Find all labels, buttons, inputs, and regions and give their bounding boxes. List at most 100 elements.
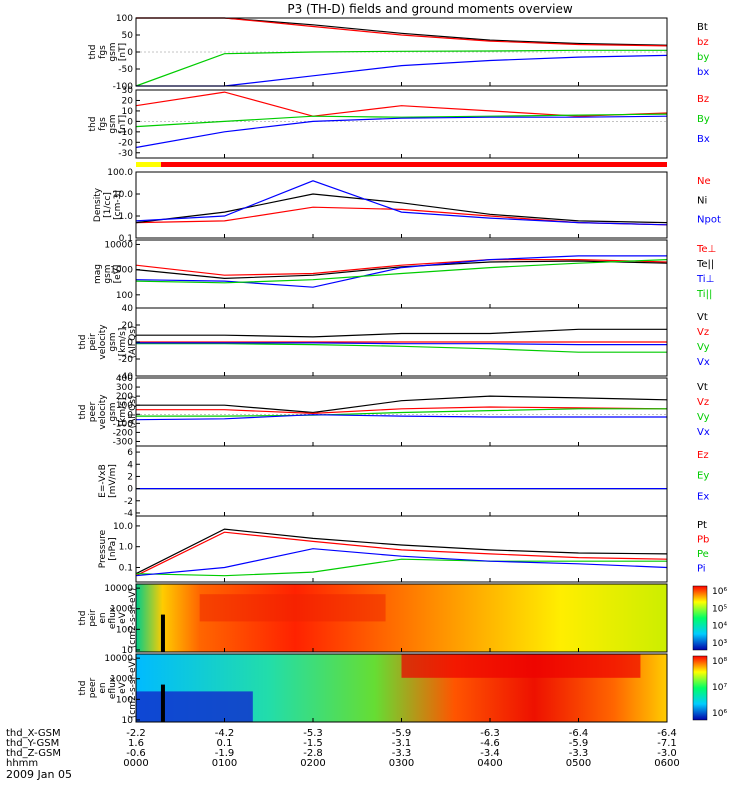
- y-axis-label-line: Density: [93, 187, 103, 222]
- colorbar-tick-label: 10³: [712, 639, 727, 649]
- x-axis-row-value: 0200: [300, 758, 325, 769]
- data-gap-marker: [160, 684, 165, 722]
- colorbar-tick-label: 10⁶: [712, 709, 727, 719]
- x-axis-row-value: -3.3: [392, 748, 412, 759]
- series-line-bx: [136, 54, 668, 87]
- y-tick-label: 10.0: [113, 522, 133, 532]
- y-axis-label-line: [cm-3]: [113, 190, 123, 220]
- x-axis-row-label: hhmm: [6, 758, 38, 769]
- y-axis-label-line: peer: [88, 401, 98, 422]
- status-bar: [136, 162, 667, 167]
- y-tick-label: -100: [113, 82, 134, 92]
- colorbar-tick-label: 10⁸: [712, 657, 727, 667]
- y-tick-label: 40: [122, 304, 134, 314]
- legend-By: By: [697, 114, 710, 125]
- y-axis-label-line: gsm: [108, 332, 118, 351]
- x-axis-row-value: -4.2: [215, 728, 235, 739]
- series-line-Vt: [136, 395, 668, 414]
- x-axis-row-value: -3.3: [569, 748, 589, 759]
- series-line-Vx: [136, 342, 667, 346]
- date-label: 2009 Jan 05: [6, 768, 72, 781]
- y-axis-label-line: [mV/m]: [108, 464, 118, 498]
- legend-Ti||: Ti||: [696, 289, 712, 300]
- x-axis-row-value: -0.6: [126, 748, 146, 759]
- y-axis-label-line: (All Qs): [128, 396, 138, 429]
- y-tick-label: 10: [122, 716, 134, 726]
- x-axis-row-label: thd_Z-GSM: [6, 748, 61, 759]
- series-line-Npot: [135, 180, 668, 226]
- series-line-Pt: [135, 528, 668, 575]
- series-line-Pi: [135, 548, 668, 577]
- legend-Bt: Bt: [697, 22, 708, 33]
- y-tick-label: 1.0: [119, 543, 134, 553]
- y-tick-label: 100: [116, 14, 133, 24]
- y-axis-label-line: [eV]: [113, 265, 123, 284]
- y-tick-label: 2: [127, 472, 133, 482]
- y-axis-label-line: thd: [78, 405, 88, 420]
- panel-1: Bt bz by bx 100 50 0 -50 -100 thd fgs gsm [nT]: [88, 14, 709, 92]
- y-axis-label-line: gsm: [108, 402, 118, 421]
- y-axis-label-line: [nT]: [118, 43, 128, 61]
- y-axis-label-line: [nPa]: [108, 537, 118, 560]
- legend-Bz: Bz: [697, 94, 709, 105]
- y-tick-label: -10: [118, 128, 133, 138]
- series-line-by: [135, 49, 667, 87]
- y-tick-label: -4: [124, 509, 133, 519]
- y-tick-label: -40: [118, 372, 133, 382]
- y-tick-label: 20: [122, 321, 134, 331]
- series-line-Te⊥: [135, 259, 668, 276]
- y-axis-label-line: mag: [93, 264, 103, 284]
- x-axis-row-value: -1.9: [215, 748, 235, 759]
- y-axis-label-line: [1/cc]: [103, 192, 113, 218]
- y-tick-label: -300: [113, 437, 134, 447]
- y-axis-label-line: eV: [118, 681, 128, 694]
- legend-Pt: Pt: [697, 520, 707, 531]
- x-axis-row-value: -3.4: [480, 748, 500, 759]
- y-tick-label: 100.0: [107, 168, 133, 178]
- y-tick-label: 1000: [110, 605, 133, 615]
- y-tick-label: 0.1: [119, 234, 133, 244]
- y-tick-label: 10: [122, 107, 134, 117]
- x-axis-row-value: 0100: [212, 758, 237, 769]
- y-tick-label: 50: [122, 31, 134, 41]
- y-axis-label-line: [km/s]: [118, 328, 128, 357]
- y-tick-label: 400: [116, 374, 133, 384]
- data-gap-marker: [160, 614, 165, 652]
- x-axis-row-value: -6.4: [569, 728, 589, 739]
- y-axis-label-line: gsm: [103, 264, 113, 283]
- status-bar-red-segment: [160, 162, 667, 167]
- y-tick-label: -20: [118, 138, 133, 148]
- series-line-Pe: [135, 558, 667, 577]
- series-line-Vy: [136, 408, 667, 417]
- spectrogram-low-flux-region: [136, 691, 253, 722]
- y-axis-label-line: [nT]: [118, 115, 128, 133]
- y-tick-label: 6: [127, 448, 133, 458]
- y-axis-label-line: (cm2-s-sr-eV): [128, 588, 138, 648]
- y-axis-label-line: peir: [88, 609, 98, 627]
- x-axis-row-value: 0000: [123, 758, 148, 769]
- legend-bz: bz: [697, 37, 709, 48]
- y-axis-label-line: peer: [88, 677, 98, 698]
- colorbar-tick-label: 10⁶: [712, 587, 727, 597]
- y-tick-label: 20: [122, 96, 134, 106]
- y-axis-label-line: eV: [118, 611, 128, 624]
- series-line-Vy: [136, 343, 667, 353]
- legend-Te⊥: Te⊥: [696, 244, 716, 255]
- x-axis-row-value: -1.5: [303, 738, 323, 749]
- legend-Ey: Ey: [697, 471, 709, 482]
- legend-Vy: Vy: [697, 342, 710, 353]
- legend-by: by: [697, 52, 709, 63]
- y-tick-label: -100: [113, 419, 134, 429]
- y-tick-label: 10.0: [113, 190, 133, 200]
- y-axis-label-line: peir: [88, 333, 98, 351]
- panel-frame: [135, 171, 668, 239]
- x-axis-row-value: -5.3: [303, 728, 323, 739]
- x-axis-row-value: -3.1: [392, 738, 412, 749]
- y-tick-label: 10000: [104, 584, 133, 594]
- y-tick-label: 0: [127, 338, 133, 348]
- series-line-Vt: [136, 328, 667, 338]
- y-axis-label-line: (All Qs): [128, 326, 138, 359]
- spectrogram-high-flux-region: [199, 594, 386, 622]
